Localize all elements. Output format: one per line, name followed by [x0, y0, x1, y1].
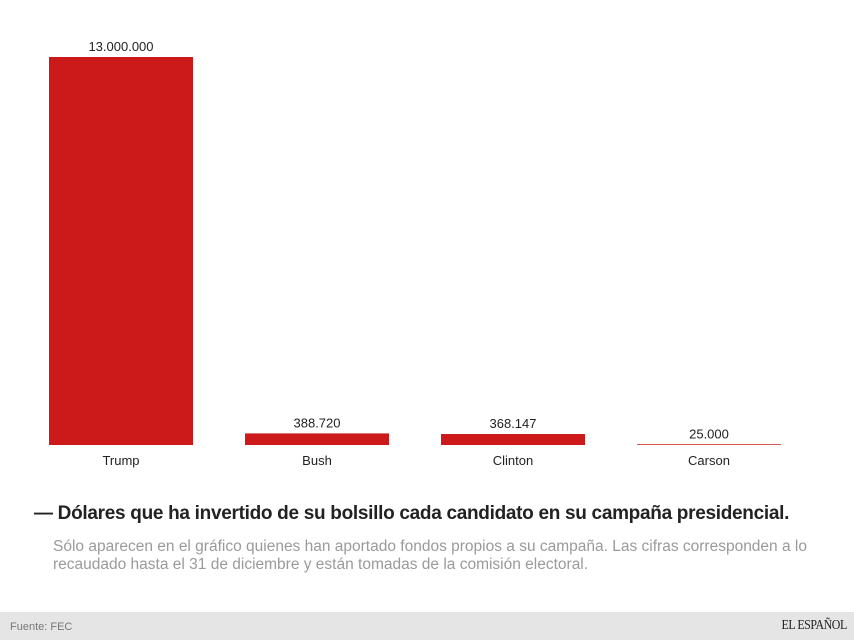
chart-subtitle: Sólo aparecen en el gráfico quienes han … — [53, 538, 807, 573]
category-label: Trump — [102, 453, 139, 468]
value-label: 368.147 — [490, 416, 537, 431]
category-label: Clinton — [493, 453, 533, 468]
value-label: 388.720 — [294, 415, 341, 430]
bar-clinton — [441, 434, 585, 445]
source-note: Fuente: FEC — [10, 621, 73, 633]
category-label: Bush — [302, 453, 332, 468]
bar-carson — [637, 444, 781, 445]
bar-bush — [245, 433, 389, 445]
chart-title: — Dólares que ha invertido de su bolsill… — [34, 503, 790, 524]
bar-trump — [49, 57, 193, 445]
bar-chart: 13.000.000 Trump 388.720 Bush 368.147 Clinton… — [49, 39, 781, 468]
value-label: 25.000 — [689, 426, 729, 441]
value-label: 13.000.000 — [88, 39, 153, 54]
el-espanol-logo: EL ESPAÑOL — [781, 618, 848, 633]
footer: Fuente: FEC EL ESPAÑOL — [0, 612, 854, 640]
category-label: Carson — [688, 453, 730, 468]
